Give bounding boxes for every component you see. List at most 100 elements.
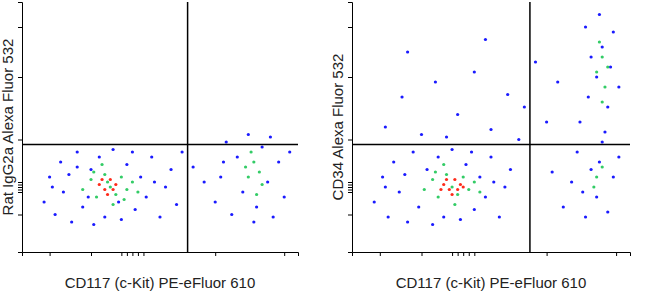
- event-dot: [587, 95, 590, 98]
- event-dot: [556, 80, 559, 83]
- event-dot: [89, 168, 92, 171]
- tick-mark: [348, 187, 352, 188]
- tick: [348, 27, 352, 28]
- event-dot: [617, 85, 620, 88]
- event-dot: [98, 155, 101, 158]
- event-dot: [164, 185, 167, 188]
- event-dot: [92, 170, 95, 173]
- event-dot: [434, 80, 437, 83]
- event-dot: [603, 85, 606, 88]
- event-dot: [431, 178, 434, 181]
- event-dot: [534, 60, 537, 63]
- event-dot: [589, 55, 592, 58]
- tick: [18, 187, 22, 188]
- axis-line: [18, 3, 23, 253]
- event-dot: [203, 180, 206, 183]
- event-dot: [192, 165, 195, 168]
- event-dot: [106, 180, 109, 183]
- event-dot: [489, 128, 492, 131]
- event-dot: [595, 175, 598, 178]
- event-dot: [464, 163, 467, 166]
- tick-mark: [18, 192, 22, 193]
- tick: [348, 140, 352, 141]
- tick-mark: [138, 252, 139, 256]
- event-dot: [261, 145, 264, 148]
- tick: [50, 252, 51, 256]
- tick: [547, 252, 548, 256]
- event-dot: [467, 188, 470, 191]
- axis-line: [353, 253, 631, 257]
- event-dot: [545, 120, 548, 123]
- event-dot: [473, 180, 476, 183]
- event-dot: [180, 150, 183, 153]
- tick: [348, 215, 352, 216]
- event-dot: [100, 178, 103, 181]
- event-dot: [109, 178, 112, 181]
- event-dot: [70, 220, 73, 223]
- event-dot: [398, 190, 401, 193]
- event-dot: [456, 193, 459, 196]
- event-dot: [442, 215, 445, 218]
- tick-mark: [18, 140, 22, 141]
- event-dot: [439, 188, 442, 191]
- event-dot: [445, 135, 448, 138]
- tick-mark: [18, 215, 22, 216]
- tick: [127, 252, 128, 256]
- event-dot: [76, 150, 79, 153]
- event-dot: [450, 193, 453, 196]
- event-dot: [456, 188, 459, 191]
- series: [81, 150, 264, 206]
- event-dot: [59, 160, 62, 163]
- event-dot: [125, 188, 128, 191]
- event-dot: [283, 195, 286, 198]
- event-dot: [106, 193, 109, 196]
- event-dot: [125, 163, 128, 166]
- event-dot: [598, 160, 601, 163]
- event-dot: [562, 205, 565, 208]
- event-dot: [373, 200, 376, 203]
- x-axis: [353, 252, 631, 256]
- event-dot: [139, 175, 142, 178]
- tick-mark: [284, 252, 285, 256]
- tick: [132, 252, 133, 256]
- plot-area: [352, 2, 630, 252]
- event-dot: [150, 155, 153, 158]
- event-dot: [453, 178, 456, 181]
- event-dot: [384, 185, 387, 188]
- event-dot: [103, 215, 106, 218]
- tick: [18, 192, 22, 193]
- tick: [452, 252, 453, 256]
- tick: [474, 252, 475, 256]
- event-dot: [42, 200, 45, 203]
- event-dot: [601, 165, 604, 168]
- event-dot: [266, 180, 269, 183]
- event-dot: [219, 175, 222, 178]
- y-axis: [18, 3, 23, 253]
- tick: [18, 77, 22, 78]
- tick-mark: [18, 185, 22, 186]
- event-dot: [131, 150, 134, 153]
- event-dot: [384, 125, 387, 128]
- tick-mark: [474, 252, 475, 256]
- event-dot: [272, 215, 275, 218]
- tick: [616, 252, 617, 256]
- event-dot: [523, 105, 526, 108]
- event-dot: [423, 188, 426, 191]
- event-dot: [87, 195, 90, 198]
- tick-mark: [18, 77, 22, 78]
- event-dot: [603, 130, 606, 133]
- event-dot: [406, 220, 409, 223]
- event-dot: [249, 150, 252, 153]
- event-dot: [123, 198, 126, 201]
- event-dot: [158, 215, 161, 218]
- event-dot: [392, 160, 395, 163]
- tick-mark: [215, 252, 216, 256]
- event-dot: [459, 183, 462, 186]
- tick: [458, 252, 459, 256]
- gate-vertical: [187, 2, 189, 252]
- tick: [18, 140, 22, 141]
- event-dot: [236, 155, 239, 158]
- tick: [18, 182, 22, 183]
- tick-mark: [127, 252, 128, 256]
- tick: [91, 252, 92, 256]
